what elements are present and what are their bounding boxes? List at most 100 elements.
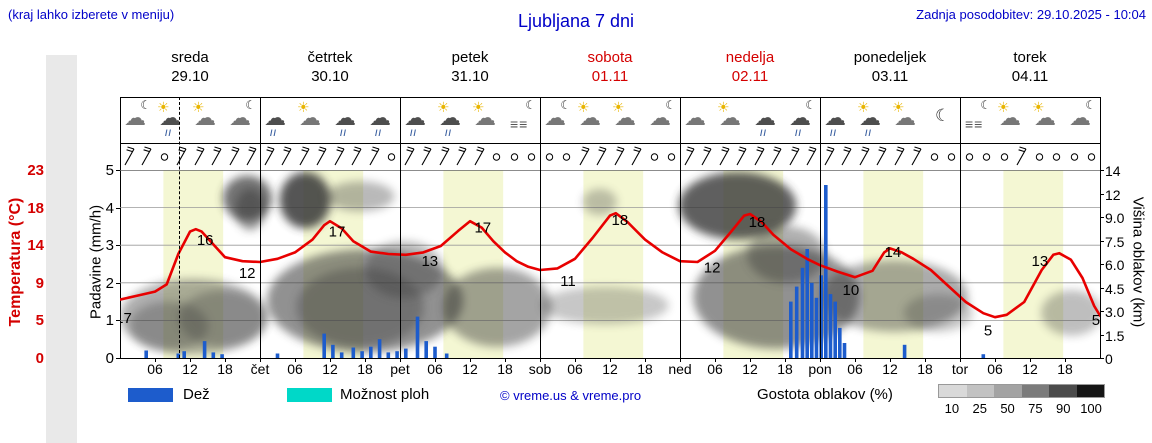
temperature-value-label: 18 xyxy=(612,212,629,229)
x-axis-tickmark xyxy=(785,358,786,362)
cloud-cover-blob xyxy=(541,286,669,325)
wind-barb-icon xyxy=(365,144,383,170)
cloud-cover-blob xyxy=(325,181,395,212)
rain-bar xyxy=(395,351,399,358)
temp-axis-tickmark xyxy=(116,170,120,171)
cloud-tick-label: 1.5 xyxy=(1105,327,1125,344)
cloud-icon: ☁ xyxy=(124,105,146,130)
density-scale-tick-label: 25 xyxy=(972,401,987,416)
wind-barb-icon xyxy=(243,144,261,170)
moon-icon: ☾ xyxy=(560,98,571,112)
temperature-value-label: 11 xyxy=(560,273,576,290)
rain-weather-icon: ☁// xyxy=(330,99,365,141)
day-name: ponedeljek xyxy=(853,49,927,66)
moon-icon: ☾ xyxy=(1085,98,1096,112)
sun-cloud-weather-icon: ☀ ☁ xyxy=(995,99,1030,141)
temperature-value-label: 17 xyxy=(329,223,346,240)
x-tick-label: 18 xyxy=(637,361,653,377)
rain-bar xyxy=(404,348,408,358)
rain-cloud-icon: ☁ xyxy=(369,105,391,130)
cloud-axis-tickmark xyxy=(1100,287,1104,289)
cloud-axis-tickmark xyxy=(1100,264,1104,265)
calm-wind-icon xyxy=(505,144,523,170)
x-axis-tickmark xyxy=(505,358,506,362)
rain-bar xyxy=(824,185,828,358)
copyright-link[interactable]: © vreme.us & vreme.pro xyxy=(500,388,642,403)
temp-axis-tickmark xyxy=(116,245,120,247)
raindrops-icon: // xyxy=(795,128,803,138)
wind-barb-icon xyxy=(435,144,453,170)
density-scale-segment xyxy=(966,385,994,397)
moon-cloud-weather-icon: ☾ ☁ xyxy=(120,99,155,141)
temperature-value-label: 17 xyxy=(474,219,491,236)
temperature-value-label: 10 xyxy=(843,282,860,299)
wind-barb-icon xyxy=(575,144,593,170)
sun-icon: ☀ xyxy=(437,99,450,115)
x-tick-label: 06 xyxy=(707,361,723,377)
cloud-tick-label: 9.0 xyxy=(1105,210,1125,226)
sun-icon: ☀ xyxy=(192,99,205,115)
calm-wind-icon xyxy=(1083,144,1101,170)
temperature-scale-strip xyxy=(46,55,77,443)
x-tick-label: pon xyxy=(808,361,832,377)
location-hint: (kraj lahko izberete v meniju) xyxy=(8,7,175,22)
moon-weather-icon: ☾ xyxy=(925,99,960,141)
raindrops-icon: // xyxy=(165,128,173,138)
fog-icon: ≡≡ xyxy=(510,116,529,132)
raindrops-icon: // xyxy=(830,128,838,138)
moon-cloud-weather-icon: ☾ ☁ xyxy=(645,99,680,141)
fog-icon: ≡≡ xyxy=(965,116,984,132)
cloud-icon: ☁ xyxy=(1069,105,1091,130)
wind-barb-icon xyxy=(295,144,313,170)
rain-sun-weather-icon: ☀ ☁// xyxy=(435,99,470,141)
day-header-7: torek 04.11 xyxy=(960,48,1100,86)
wind-barb-icon xyxy=(278,144,296,170)
rain-bar xyxy=(842,343,847,358)
wind-barb-icon xyxy=(313,144,331,170)
x-tick-label: 12 xyxy=(322,361,338,377)
wind-barb-icon xyxy=(715,144,733,170)
raindrops-icon: // xyxy=(410,128,418,138)
sun-cloud-weather-icon: ☀ ☁ xyxy=(295,99,330,141)
x-axis-tickmark xyxy=(680,358,681,362)
cloud-axis-tickmark xyxy=(1100,193,1104,195)
x-tick-label: 18 xyxy=(777,361,793,377)
calm-wind-icon xyxy=(155,144,173,170)
x-tick-label: 12 xyxy=(182,361,198,377)
rain-bar xyxy=(386,352,391,358)
cloud-axis-tickmark xyxy=(1100,217,1104,218)
x-axis-tickmark xyxy=(610,358,611,362)
sun-icon: ☀ xyxy=(157,99,170,115)
x-axis-tickmark xyxy=(155,358,156,362)
precip-tick-label: 4 xyxy=(105,199,114,217)
x-axis-tickmark xyxy=(225,358,226,362)
raindrops-icon: // xyxy=(375,128,383,138)
wind-barb-icon xyxy=(820,144,838,170)
day-date: 04.11 xyxy=(1011,68,1049,85)
x-axis-tickmark xyxy=(1030,358,1031,362)
cloud-icon: ☁ xyxy=(474,105,496,130)
sun-icon: ☀ xyxy=(857,99,870,115)
calm-wind-icon xyxy=(645,144,663,170)
cloud-icon: ☁ xyxy=(999,105,1021,130)
rain-bar xyxy=(322,333,326,358)
temperature-value-label: 17 xyxy=(120,310,132,327)
cloud-icon: ☁ xyxy=(614,105,636,130)
calm-wind-icon xyxy=(960,144,978,170)
wind-barb-icon xyxy=(733,144,751,170)
x-tick-label: ned xyxy=(668,361,692,377)
sun-icon: ☀ xyxy=(717,99,730,115)
cloud-icon: ☁ xyxy=(299,105,321,130)
x-tick-label: 06 xyxy=(427,361,443,377)
raindrops-icon: // xyxy=(340,128,348,138)
moon-cloud-weather-icon: ☾ ☁ xyxy=(1065,99,1100,141)
cloud-axis-tickmark xyxy=(1100,311,1104,312)
x-tick-label: 06 xyxy=(287,361,303,377)
rain-moon-weather-icon: ☾ ☁// xyxy=(785,99,820,141)
rain-weather-icon: ☁// xyxy=(365,99,400,141)
wind-barb-icon xyxy=(785,144,803,170)
wind-barb-icon xyxy=(1013,144,1031,170)
precip-tick-label: 0 xyxy=(105,350,114,367)
temperature-value-label: 16 xyxy=(197,232,214,249)
density-scale-segment xyxy=(994,385,1022,397)
